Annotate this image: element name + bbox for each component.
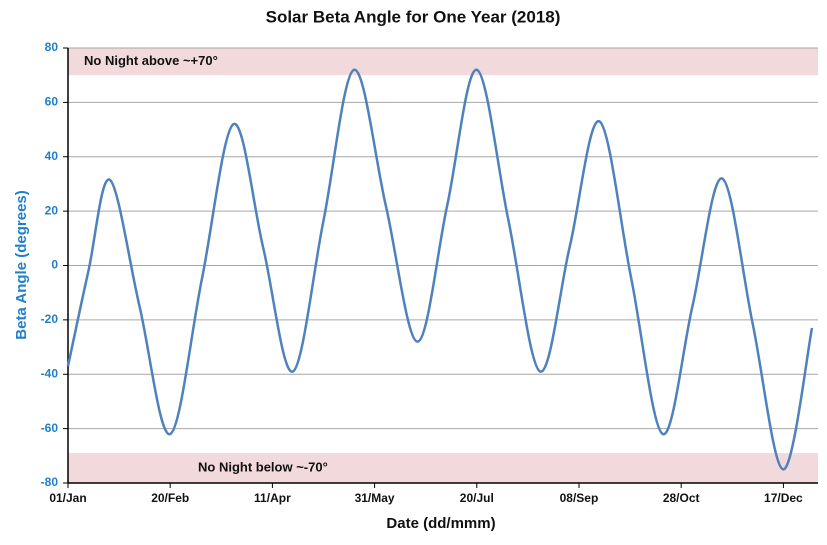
y-tick-label: -20 [41, 312, 59, 326]
band-label: No Night below ~-70° [198, 459, 328, 474]
data-line [66, 68, 814, 471]
y-tick-label: 0 [51, 258, 58, 272]
x-tick-label: 11/Apr [254, 491, 291, 505]
y-tick-label: 40 [45, 149, 59, 163]
y-tick-label: -80 [41, 475, 59, 489]
y-tick-label: -40 [41, 366, 59, 380]
y-tick-label: 20 [45, 203, 59, 217]
x-tick-label: 20/Feb [151, 491, 189, 505]
y-axis-label: Beta Angle (degrees) [13, 190, 30, 339]
x-tick-label: 31/May [355, 491, 395, 505]
x-tick-label: 20/Jul [460, 491, 494, 505]
band-label: No Night above ~+70° [84, 53, 218, 68]
y-tick-label: -60 [41, 421, 59, 435]
x-tick-label: 28/Oct [663, 491, 700, 505]
x-tick-label: 17/Dec [764, 491, 803, 505]
chart-title: Solar Beta Angle for One Year (2018) [266, 7, 561, 26]
y-tick-label: 80 [45, 40, 59, 54]
x-tick-label: 08/Sep [560, 491, 599, 505]
band [68, 48, 818, 76]
y-tick-label: 60 [45, 95, 59, 109]
x-axis-label: Date (dd/mmm) [386, 515, 495, 532]
x-tick-label: 01/Jan [49, 491, 86, 505]
band [68, 453, 818, 483]
